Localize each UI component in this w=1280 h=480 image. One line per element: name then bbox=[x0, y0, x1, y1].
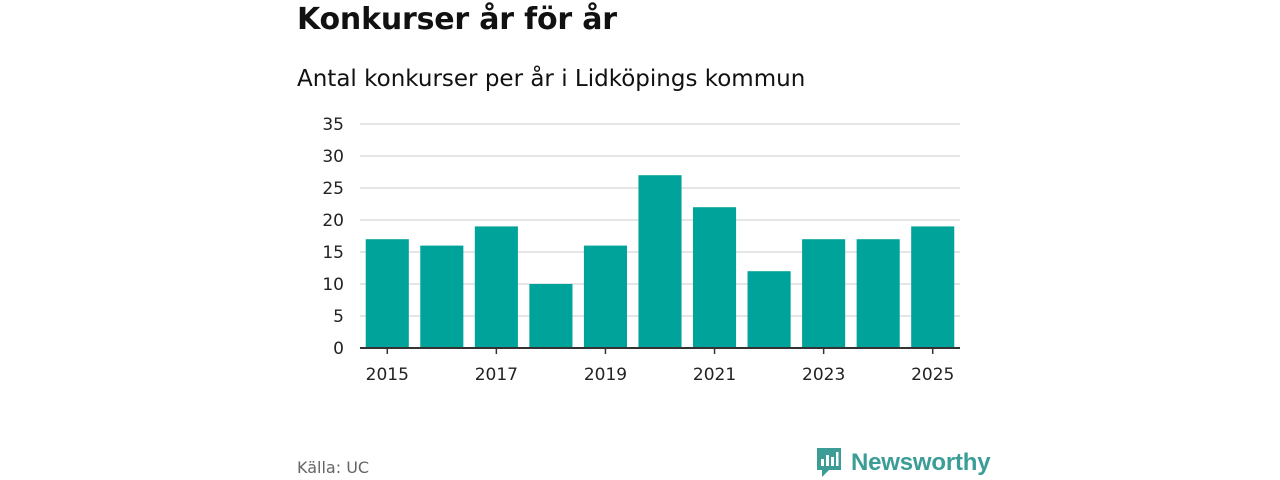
y-tick-label: 10 bbox=[322, 275, 344, 295]
x-tick-label: 2017 bbox=[475, 365, 518, 385]
newsworthy-logo-icon bbox=[817, 448, 841, 477]
y-tick-label: 20 bbox=[322, 211, 344, 231]
bar-2016 bbox=[420, 245, 464, 348]
x-tick-label: 2023 bbox=[802, 365, 845, 385]
bar-2024 bbox=[856, 239, 900, 348]
y-tick-label: 15 bbox=[322, 243, 344, 263]
x-tick-label: 2015 bbox=[366, 365, 409, 385]
x-tick-label: 2025 bbox=[911, 365, 954, 385]
y-tick-label: 0 bbox=[333, 339, 344, 359]
bar-2023 bbox=[802, 239, 846, 348]
newsworthy-brand[interactable]: Newsworthy bbox=[815, 446, 991, 480]
x-tick-label: 2021 bbox=[693, 365, 736, 385]
bar-2018 bbox=[529, 284, 573, 348]
y-tick-label: 30 bbox=[322, 147, 344, 167]
y-tick-label: 5 bbox=[333, 307, 344, 327]
x-tick-label: 2019 bbox=[584, 365, 627, 385]
source-label: Källa: UC bbox=[297, 458, 370, 477]
bar-2015 bbox=[365, 239, 409, 348]
bar-2021 bbox=[693, 207, 737, 348]
chart-title: Konkurser år för år bbox=[297, 2, 617, 37]
bar-2019 bbox=[583, 245, 627, 348]
bar-2020 bbox=[638, 175, 682, 348]
bar-2025 bbox=[911, 226, 955, 348]
bar-2017 bbox=[474, 226, 518, 348]
y-tick-label: 25 bbox=[322, 179, 344, 199]
y-tick-label: 35 bbox=[322, 115, 344, 135]
chart-subtitle: Antal konkurser per år i Lidköpings komm… bbox=[297, 66, 806, 92]
bar-2022 bbox=[747, 271, 791, 348]
brand-name: Newsworthy bbox=[851, 449, 991, 476]
